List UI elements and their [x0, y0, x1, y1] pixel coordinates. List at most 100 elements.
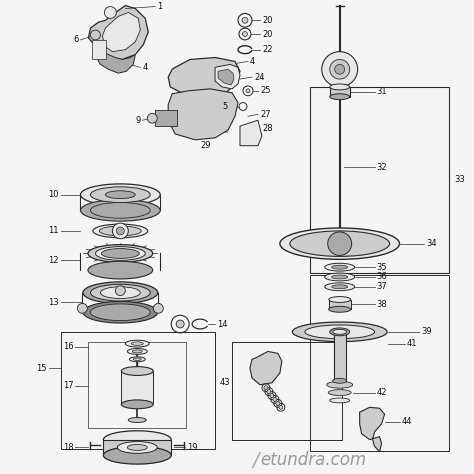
Polygon shape	[215, 64, 240, 89]
Ellipse shape	[101, 248, 139, 258]
Ellipse shape	[330, 84, 350, 90]
Text: 1: 1	[157, 2, 163, 11]
Text: 18: 18	[63, 443, 73, 452]
Text: 34: 34	[427, 239, 437, 248]
Circle shape	[243, 32, 247, 36]
Text: 6: 6	[73, 36, 79, 45]
Bar	[155, 110, 177, 126]
Text: 13: 13	[48, 298, 58, 307]
Text: 25: 25	[260, 86, 271, 95]
Ellipse shape	[121, 400, 153, 409]
Ellipse shape	[327, 381, 353, 388]
Ellipse shape	[128, 418, 146, 422]
Polygon shape	[218, 69, 234, 85]
Ellipse shape	[88, 261, 153, 279]
Text: 29: 29	[200, 141, 210, 150]
Ellipse shape	[100, 226, 141, 236]
Circle shape	[116, 227, 124, 235]
Text: 31: 31	[376, 87, 387, 96]
Circle shape	[115, 286, 125, 296]
Ellipse shape	[131, 342, 143, 346]
Text: 37: 37	[376, 283, 387, 292]
Ellipse shape	[290, 231, 390, 256]
Circle shape	[176, 320, 184, 328]
Ellipse shape	[129, 357, 145, 362]
Ellipse shape	[93, 224, 148, 238]
Circle shape	[328, 232, 352, 255]
Ellipse shape	[332, 275, 347, 279]
Ellipse shape	[325, 273, 355, 281]
Bar	[61, 332, 215, 449]
Text: 22: 22	[262, 45, 273, 54]
Circle shape	[112, 223, 128, 239]
Ellipse shape	[118, 442, 157, 453]
Text: 43: 43	[219, 378, 230, 387]
Ellipse shape	[125, 340, 149, 347]
Text: 44: 44	[401, 418, 412, 427]
Circle shape	[330, 59, 350, 79]
Ellipse shape	[333, 378, 346, 383]
Bar	[103, 439, 171, 456]
Circle shape	[279, 405, 283, 409]
Polygon shape	[168, 89, 238, 140]
Ellipse shape	[305, 325, 374, 339]
Bar	[232, 342, 342, 439]
Circle shape	[335, 64, 345, 74]
Text: 5: 5	[223, 102, 228, 111]
Bar	[310, 275, 449, 451]
Ellipse shape	[330, 94, 350, 100]
Text: etundra.com: etundra.com	[260, 451, 366, 469]
Ellipse shape	[128, 445, 147, 450]
Text: 9: 9	[135, 116, 140, 125]
Circle shape	[246, 89, 250, 93]
Ellipse shape	[133, 358, 141, 361]
Ellipse shape	[83, 301, 158, 323]
Ellipse shape	[333, 329, 346, 334]
Polygon shape	[250, 351, 282, 385]
Bar	[329, 300, 351, 310]
Ellipse shape	[121, 366, 153, 375]
Text: 4: 4	[142, 63, 147, 72]
Circle shape	[270, 393, 274, 398]
Ellipse shape	[280, 228, 400, 259]
Text: 35: 35	[376, 263, 387, 272]
Bar	[92, 40, 106, 59]
Text: 27: 27	[260, 110, 271, 119]
Text: 17: 17	[63, 381, 73, 390]
Text: 14: 14	[217, 319, 228, 328]
Ellipse shape	[332, 285, 347, 289]
Bar	[334, 332, 346, 381]
Circle shape	[276, 401, 280, 405]
Text: 16: 16	[63, 342, 73, 351]
Ellipse shape	[128, 348, 147, 355]
Ellipse shape	[88, 245, 153, 262]
Polygon shape	[168, 57, 240, 99]
Polygon shape	[360, 407, 384, 451]
Ellipse shape	[330, 398, 350, 403]
Circle shape	[267, 390, 271, 393]
Ellipse shape	[329, 297, 351, 302]
Bar	[330, 87, 350, 97]
Circle shape	[104, 7, 116, 18]
Ellipse shape	[91, 187, 150, 202]
Text: 33: 33	[455, 175, 465, 184]
Text: 32: 32	[376, 163, 387, 172]
Polygon shape	[102, 12, 140, 52]
Text: 42: 42	[376, 388, 387, 397]
Text: 24: 24	[254, 73, 264, 82]
Text: 12: 12	[48, 256, 58, 265]
Circle shape	[154, 303, 164, 313]
Ellipse shape	[105, 191, 135, 199]
Text: 4: 4	[250, 57, 255, 66]
Ellipse shape	[292, 322, 387, 342]
Bar	[310, 87, 449, 273]
Ellipse shape	[332, 265, 347, 269]
Text: 10: 10	[48, 190, 58, 199]
Text: 15: 15	[36, 364, 46, 373]
Ellipse shape	[81, 200, 160, 221]
Ellipse shape	[95, 246, 145, 260]
Polygon shape	[240, 120, 262, 146]
Ellipse shape	[100, 287, 140, 299]
Text: 38: 38	[376, 300, 387, 309]
Circle shape	[91, 30, 100, 40]
